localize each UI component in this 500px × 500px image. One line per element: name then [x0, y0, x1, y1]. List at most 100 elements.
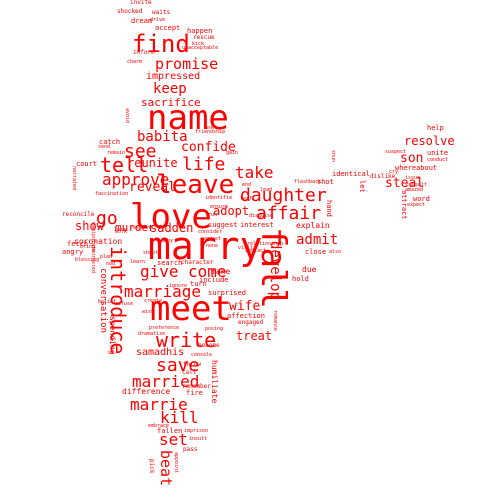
cloud-word: search	[157, 259, 183, 267]
cloud-word: blessing	[75, 257, 100, 263]
cloud-word: save	[156, 355, 200, 376]
cloud-word: leaf	[240, 196, 253, 202]
cloud-word: belief	[98, 299, 117, 305]
cloud-word: leave	[156, 170, 235, 200]
cloud-word: come	[188, 262, 227, 281]
cloud-word: set	[159, 430, 188, 449]
cloud-word: dream	[131, 17, 153, 25]
cloud-word: manipulate	[90, 222, 96, 253]
cloud-word: narrated	[71, 166, 77, 191]
cloud-word: embrace	[148, 423, 170, 429]
cloud-word: rescue	[193, 34, 215, 41]
cloud-word: avoid	[124, 108, 130, 124]
cloud-word: character	[181, 259, 214, 266]
cloud-word: end	[242, 182, 252, 188]
cloud-word: learn	[130, 259, 146, 265]
cloud-word: plan	[100, 254, 113, 260]
cloud-word: shun	[330, 150, 336, 163]
cloud-word: work	[115, 229, 128, 235]
cloud-word: conduct	[427, 157, 449, 163]
cloud-word: romance	[272, 310, 278, 332]
cloud-word: shot	[317, 178, 334, 186]
cloud-word: kill	[160, 408, 199, 427]
cloud-word: become	[198, 342, 220, 349]
cloud-word: insult	[189, 436, 208, 442]
cloud-word: sadden	[150, 221, 194, 235]
cloud-word: expect	[407, 202, 426, 208]
cloud-word: fascination	[95, 191, 129, 197]
cloud-word: request	[200, 236, 222, 242]
cloud-word: help	[427, 124, 444, 132]
cloud-word: ignore	[169, 283, 188, 289]
cloud-word: throw	[183, 361, 202, 368]
cloud-word: murder	[115, 221, 155, 234]
cloud-word: shoot	[143, 250, 159, 256]
cloud-word: reveal	[129, 180, 176, 195]
cloud-word: pick	[148, 459, 155, 474]
cloud-word: impressed	[146, 71, 201, 82]
cloud-word: keep	[153, 81, 187, 97]
cloud-word: friendship	[195, 129, 226, 135]
cloud-word: wish	[142, 309, 155, 315]
cloud-word: invite	[130, 0, 152, 6]
cloud-word: bring	[80, 244, 96, 250]
cloud-word: show	[75, 219, 104, 233]
cloud-word: meet	[150, 289, 232, 329]
cloud-word: go	[96, 208, 118, 229]
cloud-word: angry	[62, 248, 84, 256]
cloud-word: life	[182, 154, 226, 175]
cloud-word: issue	[405, 175, 421, 181]
cloud-word: babita	[137, 129, 188, 145]
cloud-word: tell	[100, 153, 149, 177]
cloud-word: also	[329, 249, 342, 255]
cloud-word: marrie	[130, 395, 188, 414]
cloud-word: name	[147, 98, 229, 138]
cloud-word: include	[199, 276, 229, 284]
cloud-word: remember	[182, 383, 211, 390]
cloud-word: pass	[183, 446, 198, 453]
cloud-word: adopt	[213, 204, 250, 218]
cloud-word: disguise	[249, 213, 274, 219]
cloud-word: none	[206, 243, 219, 249]
cloud-word: surprised	[208, 289, 246, 297]
cloud-word: son	[400, 151, 424, 166]
cloud-word: develop	[267, 241, 283, 301]
cloud-word: unite	[427, 149, 449, 157]
cloud-word: court	[76, 160, 98, 168]
cloud-word: steal	[385, 176, 425, 191]
cloud-word: see	[124, 141, 157, 162]
cloud-word: samadhis	[136, 347, 185, 358]
cloud-word: let	[358, 180, 366, 193]
cloud-word: daughter	[240, 185, 327, 206]
cloud-word: explain	[296, 221, 330, 230]
cloud-word: suggest	[208, 221, 238, 229]
cloud-word: humiliate	[210, 360, 219, 404]
cloud-word: resolve	[404, 134, 455, 148]
cloud-word: admit	[296, 232, 339, 248]
cloud-word: wife	[229, 299, 261, 314]
cloud-word: affection	[227, 312, 265, 320]
cloud-word: married	[132, 372, 200, 391]
cloud-word: murdered	[90, 249, 96, 274]
cloud-word: marry	[148, 224, 263, 268]
cloud-word: reunite	[127, 156, 178, 170]
cloud-word: spending	[108, 316, 117, 355]
cloud-word: ask	[205, 125, 215, 131]
cloud-word: make	[211, 267, 231, 276]
cloud-word: appoint	[173, 452, 179, 474]
cloud-word: lead	[260, 187, 273, 193]
cloud-word: shocked	[117, 8, 143, 15]
cloud-word: accept	[155, 24, 181, 32]
cloud-word: cry	[389, 169, 399, 175]
cloud-word: approve	[102, 170, 170, 189]
cloud-word: send	[98, 144, 111, 150]
cloud-word: due	[302, 265, 317, 274]
cloud-word: identical	[332, 170, 370, 178]
cloud-word: coronation	[74, 237, 123, 246]
cloud-word: happen	[187, 27, 213, 35]
cloud-word: refuse	[115, 301, 134, 307]
cloud-word: flashback	[294, 179, 322, 185]
cloud-word: write	[156, 328, 217, 352]
cloud-word: create	[144, 298, 163, 304]
cloud-word: engaged	[238, 319, 264, 326]
